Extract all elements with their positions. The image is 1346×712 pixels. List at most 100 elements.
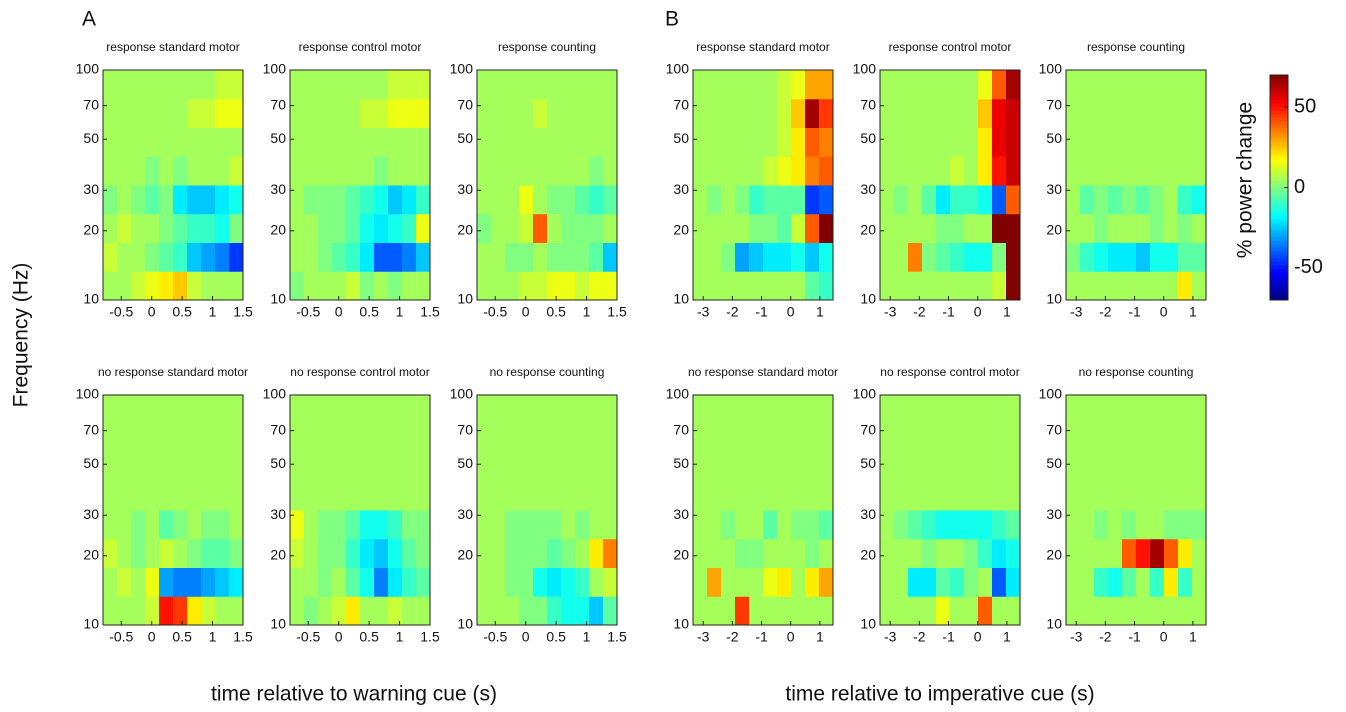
heatmap-cell (547, 127, 562, 157)
heatmap-cell (1150, 271, 1165, 301)
heatmap-cell (880, 567, 895, 597)
heatmap-cell (229, 271, 244, 301)
heatmap-cell (992, 395, 1007, 425)
heatmap-cell (332, 596, 347, 626)
heatmap-cell (735, 510, 750, 540)
heatmap-cell (805, 242, 820, 272)
y-tick-label: 30 (270, 506, 286, 522)
colorbar-swatch (1270, 162, 1288, 167)
heatmap-cell (936, 567, 951, 597)
heatmap-cell (304, 395, 319, 425)
colorbar-swatch (1270, 278, 1288, 283)
y-tick-label: 100 (76, 386, 100, 402)
heatmap-cell (992, 452, 1007, 482)
heatmap-cell (519, 538, 534, 568)
heatmap-cell (416, 127, 431, 157)
y-tick-label: 100 (450, 61, 474, 77)
heatmap-cell (805, 596, 820, 626)
heatmap-cell (1150, 423, 1165, 453)
heatmap-cell (908, 567, 923, 597)
heatmap-cell (1066, 510, 1081, 540)
heatmap-cell (575, 156, 590, 186)
colorbar-swatch (1270, 285, 1288, 290)
heatmap-cell (1094, 567, 1109, 597)
heatmap-cell (491, 70, 506, 100)
heatmap-cell (360, 70, 375, 100)
heatmap-cell (1006, 596, 1021, 626)
heatmap-cell (1094, 395, 1109, 425)
heatmap-cell (978, 156, 993, 186)
x-tick-label: 1 (396, 629, 404, 645)
x-tick-label: -0.5 (109, 629, 133, 645)
heatmap-cell (1080, 98, 1095, 128)
heatmap-cell (332, 538, 347, 568)
heatmap-cell (402, 70, 417, 100)
y-tick-label: 30 (457, 181, 473, 197)
heatmap-cell (201, 213, 216, 243)
heatmap-cell (533, 156, 548, 186)
heatmap-cell (1122, 596, 1137, 626)
heatmap-cell (477, 538, 492, 568)
heatmap-cell (332, 127, 347, 157)
heatmap-cell (215, 242, 230, 272)
heatmap-cell (561, 242, 576, 272)
heatmap-cell (103, 185, 118, 215)
x-tick-label: -3 (697, 304, 710, 320)
colorbar-swatch (1270, 127, 1288, 132)
heatmap-cell (777, 481, 792, 511)
heatmap-cell (1066, 452, 1081, 482)
heatmap-cell (290, 510, 305, 540)
x-tick-label: -2 (913, 629, 926, 645)
plot-frame (102, 69, 244, 301)
heatmap-cell (187, 452, 202, 482)
heatmap-cell (416, 213, 431, 243)
heatmap-cell (519, 156, 534, 186)
heatmap-cell (978, 510, 993, 540)
heatmap-cell (131, 538, 146, 568)
heatmap-cell (978, 423, 993, 453)
heatmap-cell (1006, 156, 1021, 186)
heatmap-cell (992, 567, 1007, 597)
heatmap-cell (229, 127, 244, 157)
heatmap-cell (318, 596, 333, 626)
y-tick-label: 10 (1046, 616, 1062, 632)
x-tick-label: -0.5 (483, 629, 507, 645)
heatmap-cell (978, 213, 993, 243)
heatmap-cell (1136, 213, 1151, 243)
heatmap-cell (575, 70, 590, 100)
heatmap-cell (575, 127, 590, 157)
heatmap-cell (908, 271, 923, 301)
heatmap-cell (346, 98, 361, 128)
heatmap-cell (215, 538, 230, 568)
heatmap-cell (491, 127, 506, 157)
heatmap-cell (547, 185, 562, 215)
heatmap-cell (589, 70, 604, 100)
heatmap-cell (908, 70, 923, 100)
heatmap-cell (1150, 70, 1165, 100)
heatmap-cell (1178, 156, 1193, 186)
heatmap-cell (201, 510, 216, 540)
heatmap-cell (1066, 271, 1081, 301)
heatmap-cell (894, 156, 909, 186)
heatmap-cell (346, 423, 361, 453)
heatmap-cell (117, 185, 132, 215)
heatmap-cell (388, 242, 403, 272)
heatmap-cell (388, 481, 403, 511)
heatmap-cell (304, 481, 319, 511)
heatmap-cell (159, 242, 174, 272)
heatmap-cell (707, 242, 722, 272)
colorbar-swatch (1270, 268, 1288, 273)
heatmap-cell (978, 596, 993, 626)
heatmap-cell (145, 156, 160, 186)
heatmap-cell (978, 185, 993, 215)
heatmap-cell (290, 423, 305, 453)
y-tick-label: 10 (457, 616, 473, 632)
heatmap-cell (173, 510, 188, 540)
y-tick-label: 50 (673, 130, 689, 146)
y-tick-label: 100 (1039, 61, 1063, 77)
heatmap-cell (491, 213, 506, 243)
heatmap-cell (950, 538, 965, 568)
heatmap-cell (707, 185, 722, 215)
heatmap-cell (1080, 538, 1095, 568)
y-tick-label: 70 (83, 421, 99, 437)
